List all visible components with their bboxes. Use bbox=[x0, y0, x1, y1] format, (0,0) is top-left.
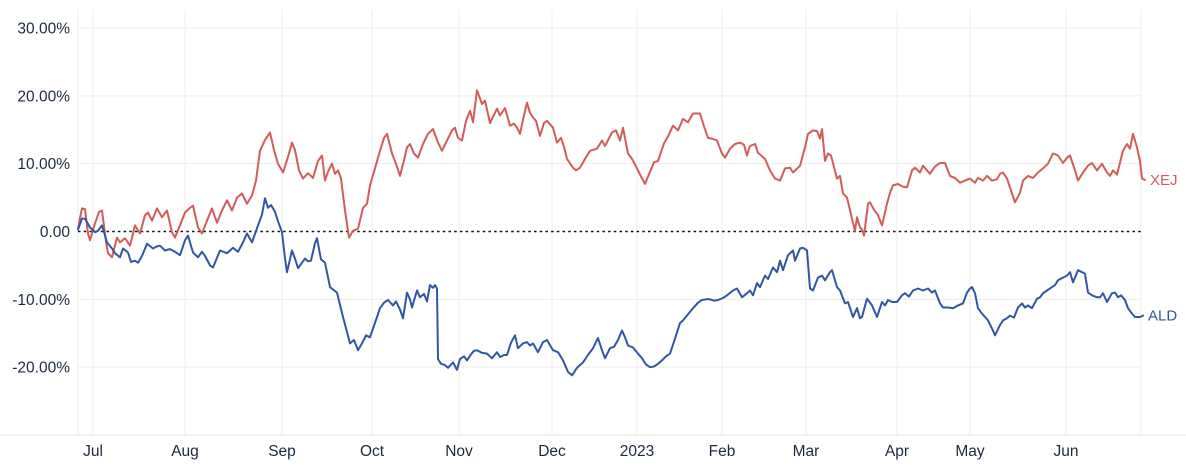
x-axis-tick-label: May bbox=[955, 443, 985, 460]
x-axis-tick-label: Apr bbox=[885, 443, 909, 460]
x-axis-tick-label: Oct bbox=[360, 443, 385, 460]
x-axis-tick-label: Feb bbox=[709, 443, 736, 460]
y-axis-tick-label: 10.00% bbox=[17, 156, 70, 173]
y-axis-tick-label: 30.00% bbox=[17, 21, 70, 38]
y-axis-tick-label: -20.00% bbox=[12, 360, 70, 377]
x-axis-tick-label: 2023 bbox=[620, 443, 654, 460]
x-axis-tick-label: Jul bbox=[83, 443, 103, 460]
x-axis-tick-label: Jun bbox=[1054, 443, 1079, 460]
xej-series-line[interactable] bbox=[77, 89, 1146, 259]
x-axis-tick-label: Dec bbox=[538, 443, 566, 460]
ald-series-line[interactable] bbox=[77, 197, 1144, 377]
x-axis-tick-label: Aug bbox=[171, 443, 199, 460]
y-axis-tick-label: -10.00% bbox=[12, 292, 70, 309]
x-axis-tick-label: Mar bbox=[793, 443, 820, 460]
y-axis-tick-label: 20.00% bbox=[17, 88, 70, 105]
y-axis-tick-label: 0.00 bbox=[40, 224, 71, 241]
ald-series-label: ALD bbox=[1148, 308, 1177, 325]
x-axis-tick-label: Nov bbox=[445, 443, 473, 460]
xej-series-label: XEJ bbox=[1150, 172, 1178, 189]
x-axis-tick-label: Sep bbox=[268, 443, 296, 460]
